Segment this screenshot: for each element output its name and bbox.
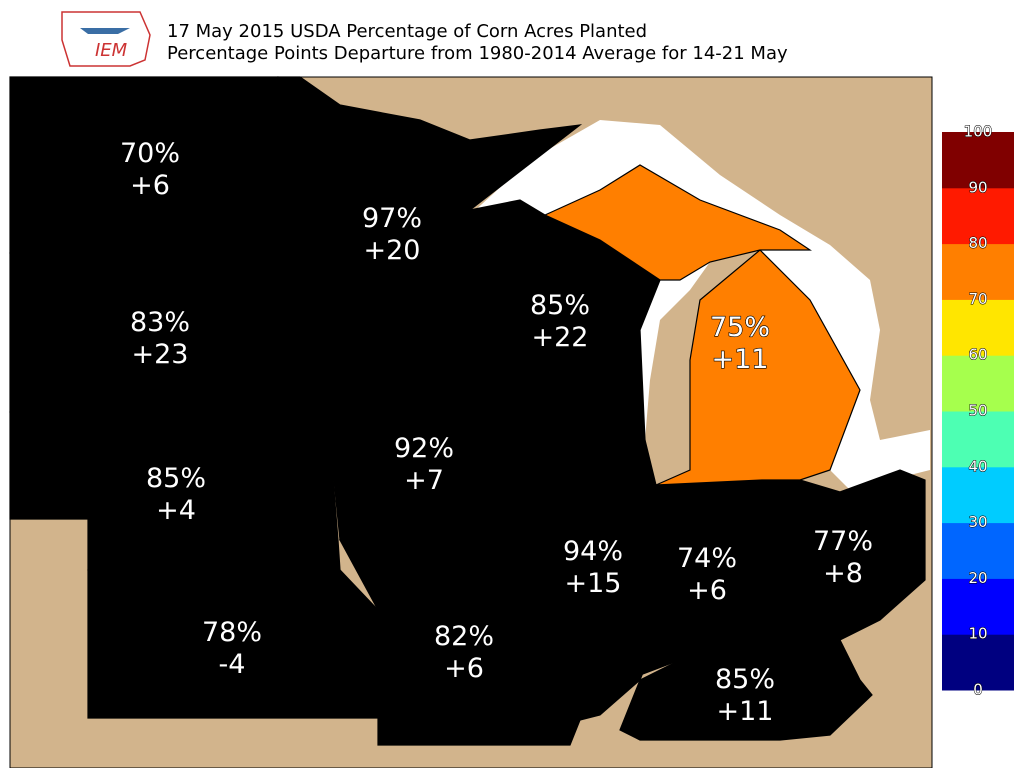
state-percent: 83% xyxy=(130,307,190,338)
state-shape xyxy=(655,249,861,486)
state-departure: +20 xyxy=(364,235,421,266)
state-shape xyxy=(543,164,812,281)
state-percent: 85% xyxy=(146,463,206,494)
colorbar-bin xyxy=(942,243,1014,300)
state-percent: 97% xyxy=(362,203,422,234)
colorbar-bin xyxy=(942,522,1014,579)
colorbar-tick-label: 40 xyxy=(968,457,987,475)
state-percent: 92% xyxy=(394,433,454,464)
state-percent: 74% xyxy=(677,543,737,574)
state xyxy=(543,164,861,486)
states xyxy=(9,76,926,746)
colorbar-tick-label: 20 xyxy=(968,569,987,587)
state-departure: -4 xyxy=(219,649,246,680)
colorbar-bin xyxy=(942,411,1014,468)
state-departure: +15 xyxy=(565,568,622,599)
colorbar-bin xyxy=(942,578,1014,635)
state-percent: 77% xyxy=(813,526,873,557)
state-departure: +23 xyxy=(132,339,189,370)
colorbar-tick-label: 100 xyxy=(964,123,993,141)
state-departure: +7 xyxy=(404,465,444,496)
state-departure: +6 xyxy=(130,170,170,201)
title: 17 May 2015 USDA Percentage of Corn Acre… xyxy=(167,21,647,42)
colorbar-tick-label: 0 xyxy=(973,681,983,699)
state-percent: 70% xyxy=(120,138,180,169)
state-departure: +11 xyxy=(712,344,769,375)
colorbar-bin xyxy=(942,299,1014,356)
colorbar-bin xyxy=(942,466,1014,524)
state-departure: +8 xyxy=(823,558,863,589)
subtitle: Percentage Points Departure from 1980-20… xyxy=(167,43,788,64)
colorbar-tick-label: 90 xyxy=(968,178,987,196)
state xyxy=(338,539,581,746)
state-percent: 94% xyxy=(563,536,623,567)
colorbar-tick-label: 10 xyxy=(968,625,987,643)
state-percent: 85% xyxy=(715,664,775,695)
state-departure: +11 xyxy=(717,696,774,727)
state-departure: +4 xyxy=(156,495,196,526)
colorbar-bin xyxy=(942,355,1014,412)
colorbar-bin xyxy=(942,187,1014,245)
state-departure: +6 xyxy=(687,575,727,606)
colorbar-tick-label: 60 xyxy=(968,346,987,364)
state-departure: +22 xyxy=(532,322,589,353)
logo-text: IEM xyxy=(95,40,128,61)
colorbar-bin xyxy=(942,634,1014,691)
colorbar: 0 10 20 30 40 50 60 70 80 90 100 xyxy=(942,122,1014,699)
state-percent: 85% xyxy=(530,290,590,321)
colorbar-tick-label: 50 xyxy=(968,402,987,420)
colorbar-tick-label: 80 xyxy=(968,234,987,252)
labels: 70%+683%+2385%+478%-497%+2092%+785%+2294… xyxy=(119,137,873,727)
state xyxy=(619,609,873,741)
colorbar-tick-label: 70 xyxy=(968,290,987,308)
state-percent: 75% xyxy=(710,312,770,343)
colorbar-bin xyxy=(942,132,1014,189)
logo: IEM xyxy=(61,11,151,67)
state-percent: 82% xyxy=(434,621,494,652)
state-percent: 78% xyxy=(202,617,262,648)
state-departure: +6 xyxy=(444,653,484,684)
colorbar-tick-label: 30 xyxy=(968,513,987,531)
